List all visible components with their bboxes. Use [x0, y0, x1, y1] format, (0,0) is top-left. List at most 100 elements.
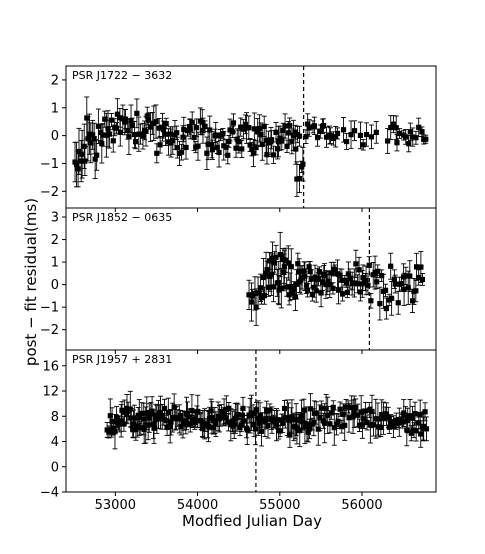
data-point	[113, 125, 119, 131]
data-point	[300, 161, 306, 167]
data-point	[311, 123, 317, 129]
data-point	[362, 408, 369, 414]
data-point	[413, 288, 419, 294]
data-point	[403, 273, 409, 279]
data-point	[385, 138, 391, 144]
data-point	[320, 122, 327, 129]
data-point	[253, 144, 259, 151]
data-point	[100, 132, 106, 138]
data-point	[270, 419, 276, 425]
data-point	[296, 175, 303, 182]
data-point	[117, 115, 123, 121]
data-point	[226, 405, 232, 411]
data-point	[277, 251, 283, 258]
data-point	[327, 282, 333, 288]
data-point	[293, 281, 300, 287]
data-point	[340, 127, 347, 133]
data-point	[357, 289, 363, 295]
data-point	[365, 282, 371, 288]
data-point	[314, 134, 321, 141]
data-point	[347, 276, 353, 282]
data-point	[333, 134, 339, 140]
data-point	[380, 415, 387, 421]
data-point	[110, 138, 116, 144]
data-point	[291, 285, 297, 292]
data-point	[355, 412, 361, 418]
data-point	[333, 421, 340, 427]
data-point	[209, 147, 216, 153]
data-point	[370, 421, 377, 428]
data-point	[202, 123, 208, 129]
data-point	[273, 129, 279, 135]
data-point	[367, 422, 373, 428]
data-point	[205, 423, 212, 430]
data-point	[383, 305, 389, 312]
data-point	[106, 131, 113, 137]
data-point	[223, 144, 229, 150]
data-point	[319, 279, 326, 286]
data-point	[372, 270, 378, 276]
data-point	[299, 274, 305, 280]
data-point	[307, 406, 314, 412]
data-point	[308, 276, 314, 282]
data-point	[255, 290, 261, 296]
data-point	[134, 423, 140, 430]
data-point	[324, 281, 330, 287]
data-point	[258, 428, 265, 434]
panel-3: −4 0 4 8 12 16 53000 54000 55000 56000 PSR J1957 +…	[40, 349, 437, 513]
x-tick-label: 56000	[341, 498, 382, 513]
y-tick-label: 1	[51, 256, 59, 271]
data-point	[283, 257, 289, 263]
panel-1: −2 −1 0 1 2 PSR J1722 − 3632	[40, 65, 437, 212]
data-point	[304, 287, 311, 293]
data-point	[113, 414, 120, 420]
data-point	[364, 419, 370, 426]
data-point	[409, 415, 416, 421]
data-point	[394, 140, 400, 146]
data-point	[345, 404, 351, 410]
data-point	[157, 409, 164, 416]
data-point	[298, 277, 304, 283]
y-tick-label: 0	[51, 460, 59, 475]
data-point	[342, 422, 348, 428]
data-point	[356, 422, 363, 428]
data-point	[297, 427, 303, 434]
data-point	[131, 415, 137, 421]
panel-label: PSR J1722 − 3632	[72, 69, 172, 82]
data-point	[275, 417, 281, 423]
y-tick-label: 16	[42, 359, 59, 374]
panel-3-data	[104, 390, 430, 450]
data-point	[128, 415, 134, 421]
data-point	[226, 138, 232, 145]
data-point	[390, 424, 397, 430]
data-point	[163, 120, 169, 127]
data-point	[405, 417, 411, 424]
data-point	[92, 156, 98, 162]
data-point	[295, 261, 301, 267]
data-point	[351, 409, 357, 415]
data-point	[356, 267, 362, 273]
data-point	[216, 149, 222, 156]
data-point	[86, 131, 93, 137]
data-point	[112, 429, 118, 435]
data-point	[261, 123, 267, 129]
data-point	[290, 289, 296, 295]
data-point	[130, 421, 137, 427]
data-point	[389, 419, 395, 425]
data-point	[108, 117, 115, 123]
data-point	[317, 269, 323, 275]
data-point	[270, 152, 277, 158]
data-point	[343, 280, 349, 286]
data-point	[354, 281, 361, 287]
data-point	[275, 280, 281, 286]
data-point	[180, 134, 186, 140]
data-point	[422, 409, 428, 415]
data-point	[277, 428, 283, 434]
y-axis-title: post − fit residual(ms)	[22, 198, 40, 366]
data-point	[311, 284, 317, 291]
x-tick-label: 54000	[177, 498, 218, 513]
data-point	[303, 282, 310, 288]
data-point	[209, 142, 215, 148]
data-point	[160, 126, 167, 133]
data-point	[90, 132, 96, 138]
